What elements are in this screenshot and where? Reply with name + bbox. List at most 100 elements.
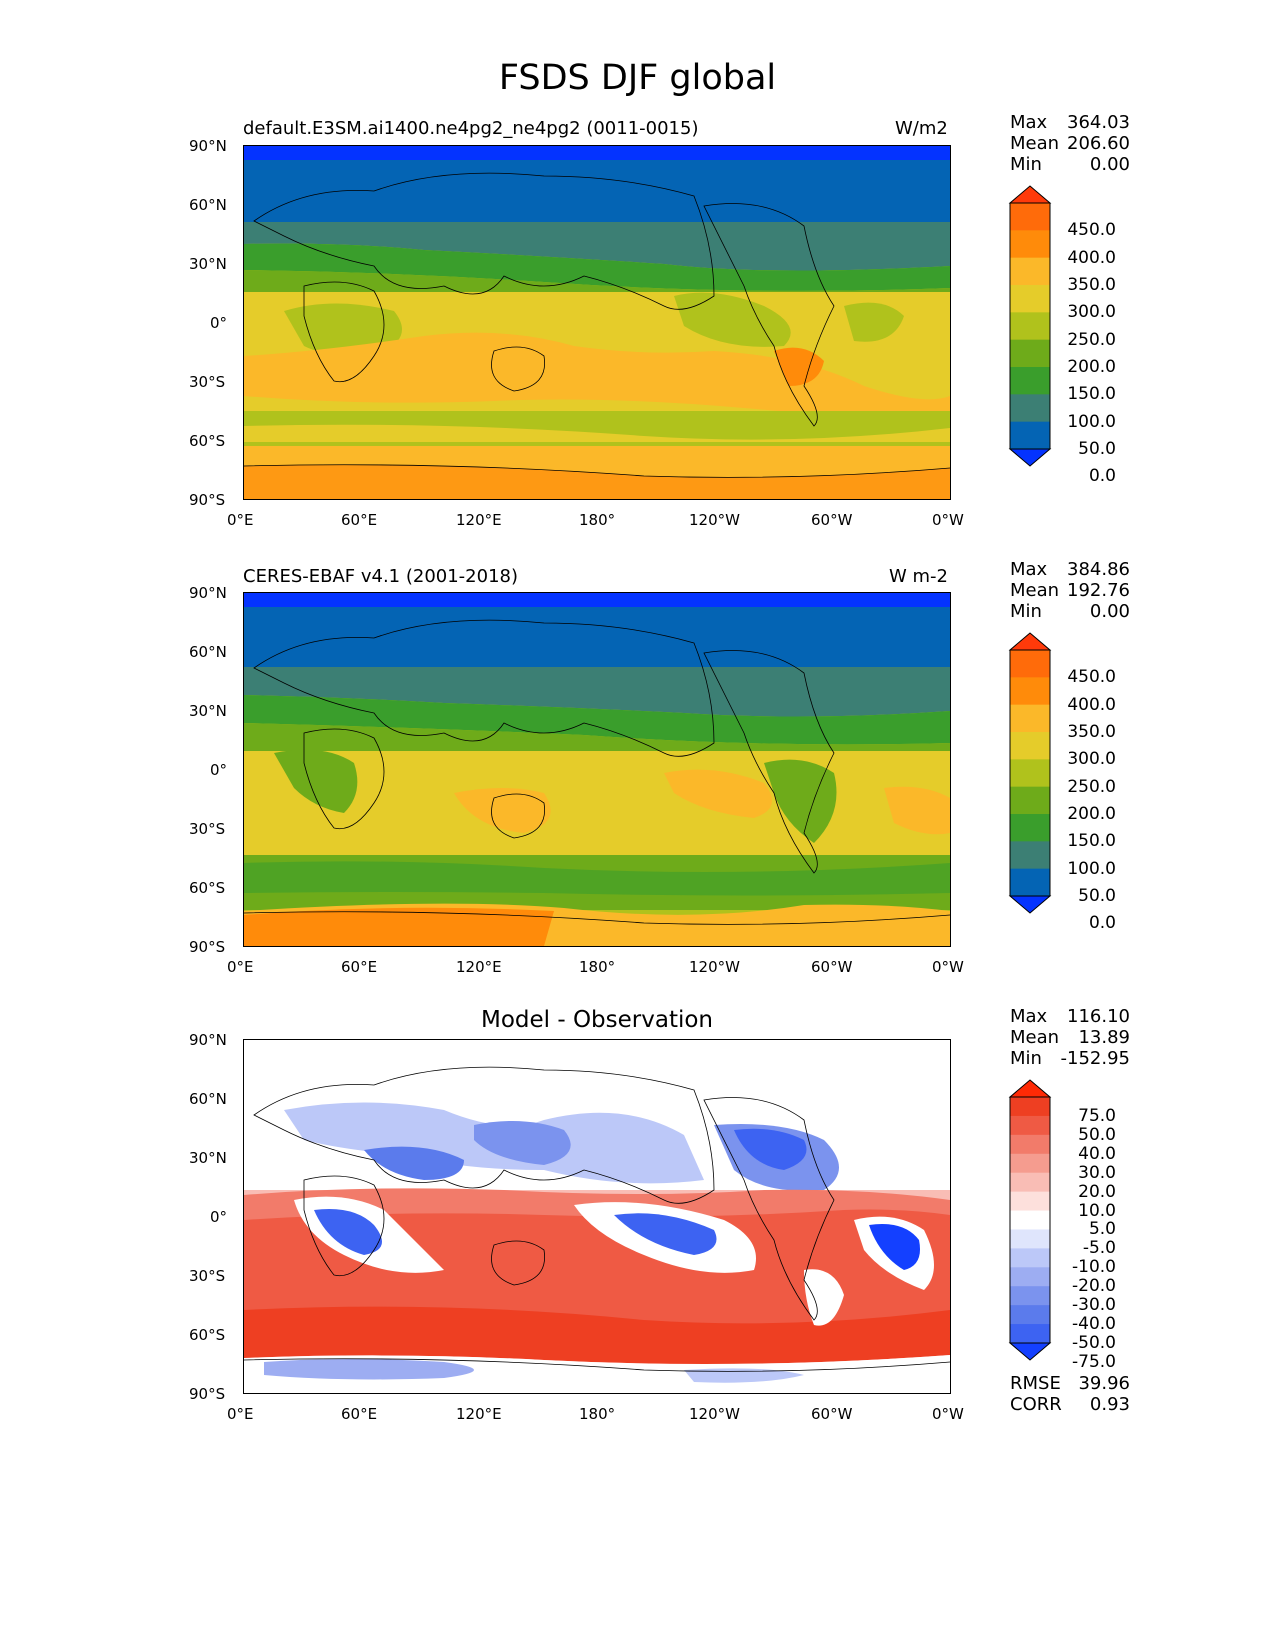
panel3-colorbar-swatch xyxy=(1010,1248,1050,1268)
panel1-model-map xyxy=(243,145,951,500)
p1-lon-tick-120e: 120°E xyxy=(456,511,502,529)
p3-lon-tick-0e: 0°E xyxy=(227,1405,254,1423)
p2-lon-tick-0e: 0°E xyxy=(227,958,254,976)
p1-lat-tick-90n: 90°N xyxy=(189,137,227,155)
panel2-observation-map xyxy=(243,592,951,947)
panel3-colorbar-label: 30.0 xyxy=(1078,1162,1116,1183)
p1-stat-mean-value: 206.60 xyxy=(1067,133,1130,154)
p2-stat-min-value: 0.00 xyxy=(1089,601,1130,622)
panel1-colorbar-swatch xyxy=(1010,394,1050,423)
panel3-colorbar-top-cap xyxy=(1008,1079,1052,1098)
p2-lon-tick-180: 180° xyxy=(579,958,616,976)
panel3-colorbar-label: -40.0 xyxy=(1072,1314,1116,1335)
panel2-colorbar-outline xyxy=(1009,649,1051,897)
p2-lon-tick-120e: 120°E xyxy=(456,958,502,976)
p2-lat-tick-90s: 90°S xyxy=(189,938,226,956)
p3-stat-corr-label: CORR xyxy=(1010,1394,1062,1415)
panel1-colorbar-label: 350.0 xyxy=(1067,275,1116,295)
panel1-colorbar-swatch xyxy=(1010,367,1050,395)
panel2-colorbar-label: 0.0 xyxy=(1088,913,1116,934)
p2-lon-tick-120w: 120°W xyxy=(689,958,740,976)
panel3-colorbar-label: 75.0 xyxy=(1078,1105,1116,1126)
p2-stat-mean-label: Mean xyxy=(1010,580,1060,601)
p3-stat-min-value: -152.95 xyxy=(1060,1048,1130,1069)
panel1-colorbar-swatch xyxy=(1010,203,1050,231)
p2-stat-min-label: Min xyxy=(1010,601,1042,622)
p1-lon-tick-60w: 60°W xyxy=(811,511,853,529)
p3-lat-tick-60s: 60°S xyxy=(189,1326,226,1344)
panel3-colorbar-swatches xyxy=(1008,1079,1052,1361)
p2-stat-max-value: 384.86 xyxy=(1067,559,1130,580)
p3-stat-max-value: 116.10 xyxy=(1067,1006,1130,1027)
p3-stat-corr-value: 0.93 xyxy=(1089,1394,1130,1415)
p3-lon-tick-120e: 120°E xyxy=(456,1405,502,1423)
panel3-colorbar-swatch xyxy=(1010,1324,1050,1344)
p3-lat-tick-0: 0° xyxy=(210,1208,228,1226)
panel3-colorbar-swatch xyxy=(1010,1210,1050,1230)
panel3-colorbar-label: 40.0 xyxy=(1078,1143,1116,1164)
p1-stat-min-label: Min xyxy=(1010,154,1042,175)
p3-stat-min-label: Min xyxy=(1010,1048,1042,1069)
panel1-colorbar-outline xyxy=(1009,202,1051,450)
p3-lat-tick-90n: 90°N xyxy=(189,1031,227,1049)
panel1-colorbar-bottom-cap xyxy=(1008,448,1052,467)
p1-lon-tick-180: 180° xyxy=(579,511,616,529)
p1-lat-tick-30n: 30°N xyxy=(189,255,227,273)
p2-stat-max-label: Max xyxy=(1010,559,1048,580)
panel3-colorbar-outline xyxy=(1009,1096,1051,1344)
panel1-colorbar-swatch xyxy=(1010,257,1050,286)
panel2-colorbar-top-cap xyxy=(1008,632,1052,651)
p3-lat-tick-90s: 90°S xyxy=(189,1385,226,1403)
panel3-difference-map xyxy=(243,1039,951,1394)
panel2-colorbar-swatch xyxy=(1010,650,1050,678)
panel1-colorbar-swatch xyxy=(1010,421,1050,450)
panel3-colorbar-label: -50.0 xyxy=(1072,1333,1116,1353)
figure-title: FSDS DJF global xyxy=(498,58,777,98)
p1-lat-tick-30s: 30°S xyxy=(189,373,226,391)
p2-lat-tick-0: 0° xyxy=(210,761,228,779)
p2-lon-tick-60w: 60°W xyxy=(811,958,853,976)
panel2-colorbar-label: 100.0 xyxy=(1067,858,1116,879)
panel1-colorbar-label: 400.0 xyxy=(1067,247,1116,268)
panel1-colorbar-label: 0.0 xyxy=(1088,466,1116,487)
panel3-colorbar-label: -5.0 xyxy=(1082,1238,1116,1259)
panel2-colorbar-swatch xyxy=(1010,841,1050,870)
panel3-colorbar xyxy=(1008,1079,1052,1361)
panel3-colorbar-swatch xyxy=(1010,1191,1050,1212)
p1-stat-max-label: Max xyxy=(1010,112,1048,133)
panel2-colorbar-swatch xyxy=(1010,814,1050,842)
panel1-left-title: default.E3SM.ai1400.ne4pg2_ne4pg2 (0011-… xyxy=(243,118,699,139)
panel1-colorbar-label: 200.0 xyxy=(1067,357,1116,377)
panel1-colorbar-swatch xyxy=(1010,312,1050,341)
p2-lat-tick-60s: 60°S xyxy=(189,879,226,897)
panel3-colorbar-label: 50.0 xyxy=(1078,1124,1116,1145)
p3-lon-tick-60w: 60°W xyxy=(811,1405,853,1423)
p2-lon-tick-60e: 60°E xyxy=(341,958,378,976)
panel3-title: Model - Observation xyxy=(480,1007,714,1033)
panel3-colorbar-swatch xyxy=(1010,1097,1050,1117)
panel3-colorbar-swatch xyxy=(1010,1267,1050,1287)
p2-lat-tick-30n: 30°N xyxy=(189,702,227,720)
panel1-colorbar-swatch xyxy=(1010,285,1050,313)
p3-stat-mean-label: Mean xyxy=(1010,1027,1060,1048)
panel1-colorbar xyxy=(1008,185,1052,467)
panel2-colorbar-bottom-cap xyxy=(1008,895,1052,914)
p2-lat-tick-60n: 60°N xyxy=(189,643,227,661)
panel2-colorbar-label: 350.0 xyxy=(1067,722,1116,742)
p3-lat-tick-30s: 30°S xyxy=(189,1267,226,1285)
panel3-colorbar-swatch xyxy=(1010,1229,1050,1249)
panel1-colorbar-label: 250.0 xyxy=(1067,329,1116,350)
panel1-units: W/m2 xyxy=(895,118,948,139)
panel2-units: W m-2 xyxy=(889,566,949,587)
panel1-colorbar-label: 300.0 xyxy=(1067,302,1116,323)
panel2-colorbar-swatch xyxy=(1010,868,1050,897)
panel3-colorbar-label: 5.0 xyxy=(1088,1219,1116,1240)
p3-lon-tick-120w: 120°W xyxy=(689,1405,740,1423)
panel2-colorbar-swatch xyxy=(1010,732,1050,760)
panel1-colorbar-label: 50.0 xyxy=(1078,439,1116,459)
panel1-colorbar-label: 450.0 xyxy=(1067,220,1116,241)
panel2-colorbar-label: 50.0 xyxy=(1078,886,1116,906)
panel2-colorbar-label: 250.0 xyxy=(1067,776,1116,797)
panel3-colorbar-swatch xyxy=(1010,1172,1050,1193)
panel1-colorbar-swatch xyxy=(1010,230,1050,259)
